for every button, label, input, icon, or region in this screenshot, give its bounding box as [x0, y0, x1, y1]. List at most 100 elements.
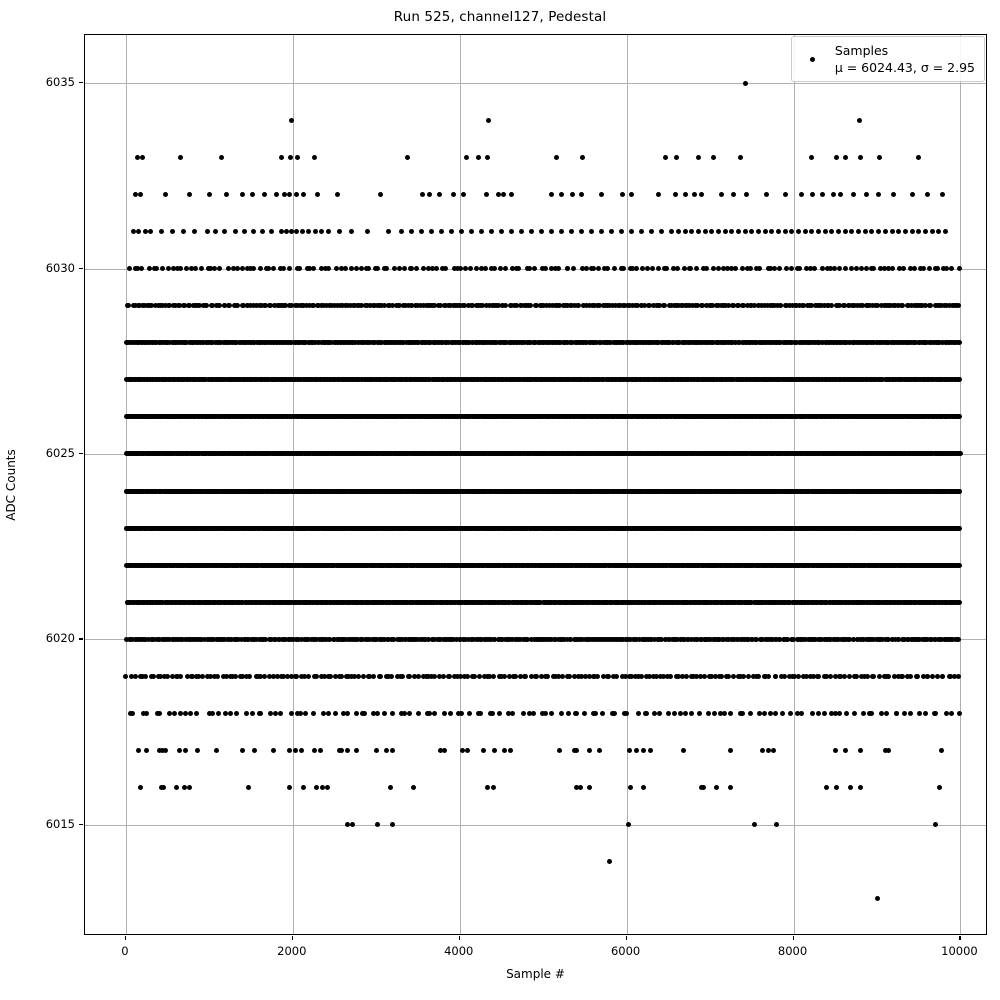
- data-point: [711, 266, 716, 272]
- data-point: [821, 303, 827, 309]
- data-point: [769, 229, 775, 234]
- data-point: [584, 303, 590, 309]
- data-point: [869, 229, 875, 234]
- gridline-vertical: [292, 35, 294, 934]
- data-point: [127, 266, 133, 272]
- data-point: [778, 303, 784, 309]
- data-point: [731, 303, 737, 309]
- data-point: [889, 266, 895, 272]
- data-point: [897, 266, 903, 272]
- data-point: [629, 229, 635, 234]
- data-point: [812, 266, 818, 272]
- data-point: [730, 191, 736, 197]
- data-point: [656, 266, 662, 272]
- data-point: [936, 303, 942, 309]
- data-point: [877, 154, 882, 160]
- data-point: [182, 303, 188, 309]
- data-point: [508, 191, 514, 197]
- data-point: [279, 154, 285, 160]
- data-point: [349, 266, 355, 272]
- data-point: [488, 266, 494, 272]
- data-point: [306, 303, 312, 309]
- data-point: [226, 266, 232, 272]
- data-point: [559, 229, 565, 234]
- data-point: [546, 303, 552, 309]
- data-point: [484, 154, 490, 160]
- data-point: [946, 303, 952, 309]
- data-point: [767, 303, 773, 309]
- data-point: [609, 303, 615, 309]
- data-point: [549, 303, 555, 309]
- data-point: [205, 229, 211, 234]
- data-point: [831, 191, 837, 197]
- data-point: [409, 303, 415, 309]
- data-point: [483, 303, 489, 309]
- data-point: [859, 303, 865, 309]
- data-point: [326, 229, 332, 234]
- data-point: [141, 303, 147, 309]
- data-point: [448, 229, 454, 234]
- data-point: [365, 229, 371, 234]
- data-point: [337, 229, 343, 234]
- data-point: [501, 191, 507, 197]
- data-point: [172, 303, 178, 309]
- data-point: [782, 191, 788, 197]
- data-point: [284, 229, 290, 234]
- data-point: [296, 266, 302, 272]
- data-point: [764, 191, 770, 197]
- data-point: [942, 229, 948, 234]
- data-point: [418, 229, 424, 234]
- data-point: [510, 266, 516, 272]
- data-point: [759, 303, 765, 309]
- data-point: [289, 117, 295, 123]
- data-point: [579, 229, 585, 234]
- data-point: [863, 266, 869, 272]
- data-point: [587, 303, 593, 309]
- data-point: [836, 266, 842, 272]
- data-point: [723, 303, 729, 309]
- data-point: [911, 303, 917, 309]
- data-point: [221, 229, 227, 234]
- data-point: [862, 229, 868, 234]
- data-point: [463, 266, 468, 272]
- data-point: [634, 303, 640, 309]
- data-point: [362, 303, 368, 309]
- data-point: [135, 154, 141, 160]
- data-point: [751, 303, 757, 309]
- data-point: [874, 303, 880, 309]
- data-point: [378, 303, 384, 309]
- data-point: [307, 266, 313, 272]
- data-point: [771, 266, 777, 272]
- data-point: [918, 266, 924, 272]
- data-point: [642, 303, 648, 309]
- data-point: [629, 191, 635, 197]
- data-point: [699, 191, 705, 197]
- data-point: [581, 303, 587, 309]
- data-point: [457, 266, 463, 272]
- data-point: [887, 303, 893, 309]
- data-point: [842, 154, 848, 160]
- data-point: [447, 303, 453, 309]
- data-point: [956, 303, 961, 309]
- data-point: [165, 266, 171, 272]
- data-point: [837, 191, 843, 197]
- data-point: [621, 266, 627, 272]
- data-points-layer: [85, 35, 986, 934]
- data-point: [703, 303, 709, 309]
- data-point: [612, 266, 618, 272]
- data-point: [619, 229, 625, 234]
- data-point: [864, 191, 870, 197]
- data-point: [617, 303, 623, 309]
- data-point: [159, 229, 165, 234]
- data-point: [392, 266, 398, 272]
- data-point: [496, 303, 502, 309]
- data-point: [272, 303, 278, 309]
- data-point: [473, 266, 479, 272]
- data-point: [664, 266, 670, 272]
- data-point: [829, 229, 835, 234]
- data-point: [726, 303, 732, 309]
- data-point: [261, 191, 267, 197]
- data-point: [557, 303, 563, 309]
- data-point: [599, 229, 605, 234]
- data-point: [253, 303, 259, 309]
